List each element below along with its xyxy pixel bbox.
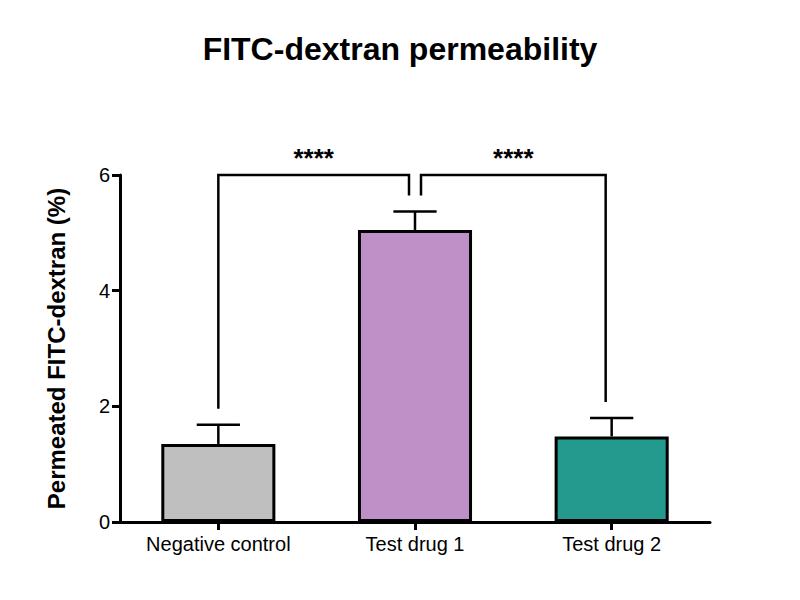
svg-text:Permeated FITC-dextran (%): Permeated FITC-dextran (%)	[43, 188, 70, 509]
svg-text:Test drug 1: Test drug 1	[366, 533, 465, 555]
svg-text:****: ****	[293, 143, 334, 173]
svg-text:4: 4	[99, 280, 110, 302]
svg-text:6: 6	[99, 164, 110, 186]
svg-text:****: ****	[493, 143, 534, 173]
svg-text:FITC-dextran permeability: FITC-dextran permeability	[203, 31, 598, 67]
svg-text:0: 0	[99, 511, 110, 533]
svg-text:Negative control: Negative control	[146, 533, 291, 555]
svg-text:Test drug 2: Test drug 2	[562, 533, 661, 555]
svg-text:2: 2	[99, 395, 110, 417]
